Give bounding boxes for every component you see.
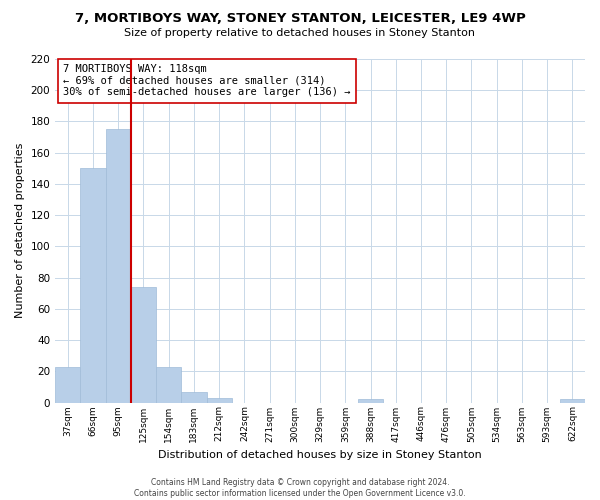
Bar (206, 398, 232, 402)
Bar (358, 400, 383, 402)
Text: Size of property relative to detached houses in Stoney Stanton: Size of property relative to detached ho… (125, 28, 476, 38)
Text: Contains HM Land Registry data © Crown copyright and database right 2024.
Contai: Contains HM Land Registry data © Crown c… (134, 478, 466, 498)
Text: 7, MORTIBOYS WAY, STONEY STANTON, LEICESTER, LE9 4WP: 7, MORTIBOYS WAY, STONEY STANTON, LEICES… (74, 12, 526, 26)
Bar (560, 400, 585, 402)
X-axis label: Distribution of detached houses by size in Stoney Stanton: Distribution of detached houses by size … (158, 450, 482, 460)
Bar (55, 366, 80, 402)
Bar (181, 392, 206, 402)
Text: 7 MORTIBOYS WAY: 118sqm
← 69% of detached houses are smaller (314)
30% of semi-d: 7 MORTIBOYS WAY: 118sqm ← 69% of detache… (63, 64, 350, 98)
Bar (156, 366, 181, 402)
Bar (106, 130, 131, 402)
Y-axis label: Number of detached properties: Number of detached properties (15, 143, 25, 318)
Bar (131, 287, 156, 403)
Bar (80, 168, 106, 402)
